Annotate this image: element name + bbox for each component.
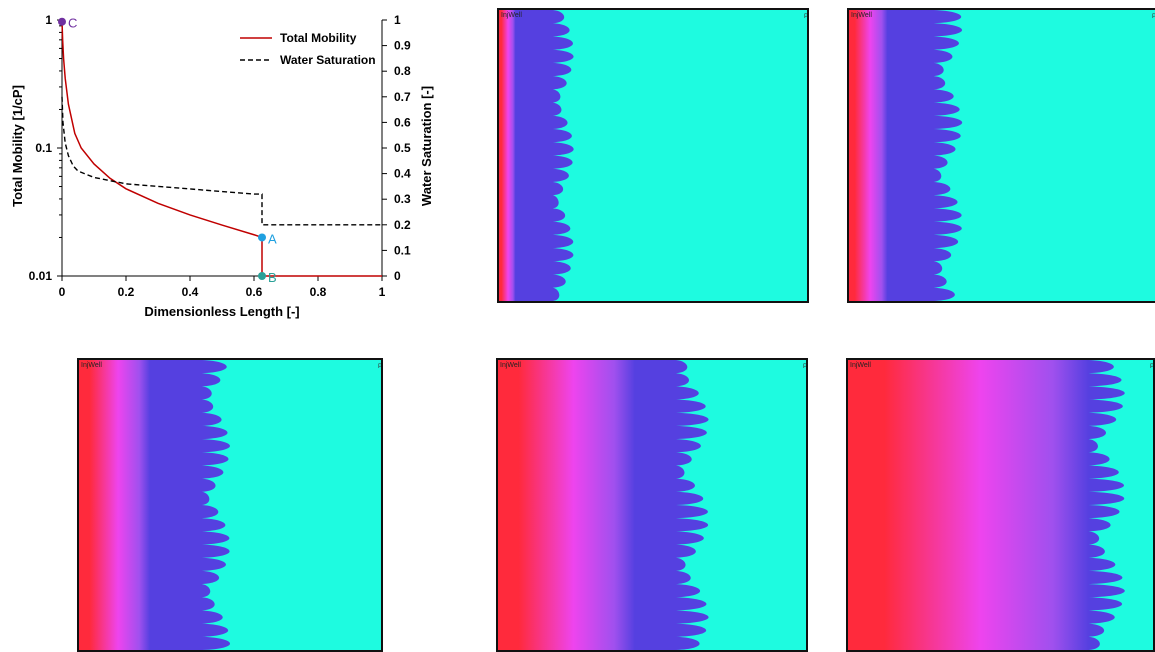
saturation-map-2-tag: P (1152, 14, 1155, 20)
y-right-tick-label: 0.1 (394, 243, 411, 257)
y-right-tick-label: 0.5 (394, 141, 411, 155)
x-tick-label: 0.6 (246, 285, 263, 299)
saturation-map-1-title: InjWell (501, 12, 522, 19)
injected-fluid-fingers (79, 360, 231, 650)
y-right-tick-label: 0.3 (394, 192, 411, 206)
saturation-map-2-field (849, 10, 1155, 301)
point-a-label: A (268, 231, 277, 246)
saturation-map-4-field (498, 360, 806, 650)
y-right-tick-label: 0 (394, 269, 401, 283)
y-right-tick-label: 0.6 (394, 115, 411, 129)
series-layer (61, 21, 382, 277)
saturation-map-5-tag: P (1149, 364, 1154, 370)
y-axis-right-label: Water Saturation [-] (419, 86, 434, 206)
saturation-map-4: InjWell P (496, 358, 808, 652)
point-b-label: B (268, 270, 277, 285)
series-line-2 (61, 96, 382, 226)
saturation-map-4-title: InjWell (500, 362, 521, 369)
point-b-marker (258, 272, 266, 280)
x-tick-label: 0 (59, 285, 66, 299)
y-left-tick-label: 0.1 (35, 141, 52, 155)
injected-fluid-fingers (849, 10, 963, 301)
legend-label-2: Water Saturation (280, 53, 376, 67)
y-axis-left-label: Total Mobility [1/cP] (10, 85, 25, 207)
saturation-map-2: InjWell P (847, 8, 1155, 303)
x-tick-label: 0.8 (310, 285, 327, 299)
saturation-map-5-title: InjWell (850, 362, 871, 369)
injected-fluid-fingers (498, 360, 709, 650)
y-right-tick-label: 0.4 (394, 167, 411, 181)
legend-label-1: Total Mobility (280, 31, 357, 45)
saturation-map-3-title: InjWell (81, 362, 102, 369)
point-c-label: C (68, 16, 77, 31)
point-a-marker (258, 233, 266, 242)
mobility-saturation-chart: 0 0.2 0.4 0.6 0.8 10.010.1100.10.20.30.40.50.… (10, 13, 434, 319)
y-right-tick-label: 0.8 (394, 64, 411, 78)
legend: Total Mobility Water Saturation (240, 31, 376, 67)
x-tick-label: 0.2 (118, 285, 135, 299)
x-tick-label: 1 (379, 285, 386, 299)
saturation-map-1: InjWell P (497, 8, 809, 303)
saturation-map-3-field (79, 360, 381, 650)
y-right-tick-label: 1 (394, 13, 401, 27)
saturation-map-1-tag: P (803, 14, 808, 20)
saturation-map-2-title: InjWell (851, 12, 872, 19)
x-tick-label: 0.4 (182, 285, 199, 299)
axis-ticks: 0 0.2 0.4 0.6 0.8 10.010.1100.10.20.30.40.50.… (29, 13, 411, 299)
x-axis-label: Dimensionless Length [-] (144, 304, 299, 319)
injected-fluid-fingers (499, 10, 574, 301)
series-line-1 (61, 21, 382, 277)
point-c-marker (58, 17, 66, 26)
injected-fluid-fingers (848, 360, 1125, 650)
y-right-tick-label: 0.9 (394, 39, 411, 53)
points-layer: C A B (58, 16, 277, 285)
y-right-tick-label: 0.2 (394, 218, 411, 232)
saturation-map-5-field (848, 360, 1153, 650)
y-left-tick-label: 0.01 (29, 269, 53, 283)
saturation-map-5: InjWell P (846, 358, 1155, 652)
saturation-map-4-tag: P (802, 364, 807, 370)
y-left-tick-label: 1 (45, 13, 52, 27)
saturation-map-1-field (499, 10, 807, 301)
saturation-map-3: InjWell P (77, 358, 383, 652)
y-right-tick-label: 0.7 (394, 90, 411, 104)
saturation-map-3-tag: P (377, 364, 382, 370)
